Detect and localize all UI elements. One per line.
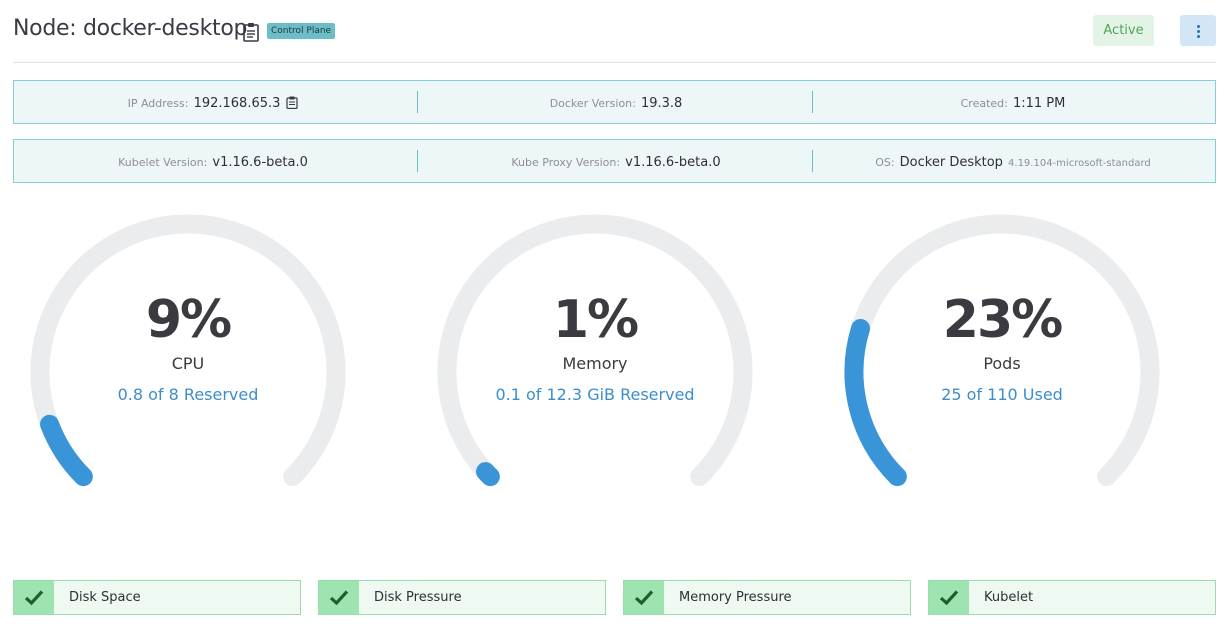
cpu-label: CPU [171,354,205,373]
kube-proxy-version: Kube Proxy Version: v1.16.6-beta.0 [417,140,815,182]
ip-address-value: 192.168.65.3 [193,96,281,111]
kubelet-version: Kubelet Version: v1.16.6-beta.0 [14,140,412,182]
gauge-fill [476,462,500,487]
memory-reserved: 0.1 of 12.3 GiB Reserved [495,385,695,404]
kebab-dot [1197,35,1200,38]
condition-disk-pressure: Disk Pressure [318,580,606,615]
pods-percent: 23% [942,290,1063,350]
control-plane-badge: Control Plane [267,23,336,39]
docker-version: Docker Version: 19.3.8 [417,81,815,123]
check-icon [24,590,44,606]
cpu-percent: 9% [145,290,232,350]
condition-label: Kubelet [984,590,1034,605]
os-label: OS: [875,156,895,169]
clipboard-icon[interactable] [242,22,260,42]
gauge-track [30,214,346,487]
docker-version-label: Docker Version: [549,97,636,110]
cpu-gauge: 9% CPU 0.8 of 8 Reserved [28,212,348,492]
gauge-track [437,214,753,487]
copy-ip-icon[interactable] [286,83,299,110]
os-value: Docker Desktop [899,155,1003,170]
cpu-reserved: 0.8 of 8 Reserved [117,385,259,404]
memory-label: Memory [562,354,628,373]
check-icon [634,590,654,606]
condition-status [14,581,54,614]
kebab-dot [1197,30,1200,33]
memory-gauge: 1% Memory 0.1 of 12.3 GiB Reserved [435,212,755,492]
gauge-fill [40,414,93,487]
condition-kubelet: Kubelet [928,580,1216,615]
condition-label: Disk Space [69,590,141,605]
condition-status [929,581,969,614]
info-box-versions: Kubelet Version: v1.16.6-beta.0 Kube Pro… [13,139,1216,183]
condition-status [319,581,359,614]
memory-percent: 1% [552,290,639,350]
condition-label: Disk Pressure [374,590,462,605]
pods-used: 25 of 110 Used [941,385,1063,404]
check-icon [939,590,959,606]
actions-menu-button[interactable] [1180,15,1216,46]
os-kernel: 4.19.104-microsoft-standard [1008,158,1151,169]
kubelet-version-value: v1.16.6-beta.0 [212,155,308,170]
gauge-track [844,214,1160,487]
check-icon [329,590,349,606]
info-box-primary: IP Address: 192.168.65.3 Docker Version:… [13,80,1216,124]
kebab-menu-icon [1197,25,1200,28]
page-header: Node: docker-desktop Control Plane Activ… [13,14,1216,48]
header-divider [13,62,1216,63]
pods-label: Pods [983,354,1021,373]
created: Created: 1:11 PM [814,81,1212,123]
pods-gauge-arc [844,214,1160,487]
condition-label: Memory Pressure [679,590,792,605]
docker-version-value: 19.3.8 [640,96,683,111]
divider [812,150,813,172]
created-value: 1:11 PM [1012,96,1066,111]
memory-gauge-arc [437,214,753,487]
condition-memory-pressure: Memory Pressure [623,580,911,615]
condition-status [624,581,664,614]
os: OS: Docker Desktop 4.19.104-microsoft-st… [814,140,1212,182]
cpu-gauge-arc [30,214,346,487]
divider [417,91,418,113]
status-badge: Active [1093,15,1154,46]
kubelet-version-label: Kubelet Version: [118,156,208,169]
kube-proxy-version-value: v1.16.6-beta.0 [625,155,721,170]
ip-address-label: IP Address: [127,97,189,110]
kube-proxy-version-label: Kube Proxy Version: [511,156,621,169]
divider [812,91,813,113]
page-title: Node: docker-desktop [13,16,248,41]
gauge-fill [844,318,907,487]
created-label: Created: [960,97,1008,110]
pods-gauge: 23% Pods 25 of 110 Used [842,212,1162,492]
divider [417,150,418,172]
ip-address: IP Address: 192.168.65.3 [14,81,412,123]
condition-disk-space: Disk Space [13,580,301,615]
